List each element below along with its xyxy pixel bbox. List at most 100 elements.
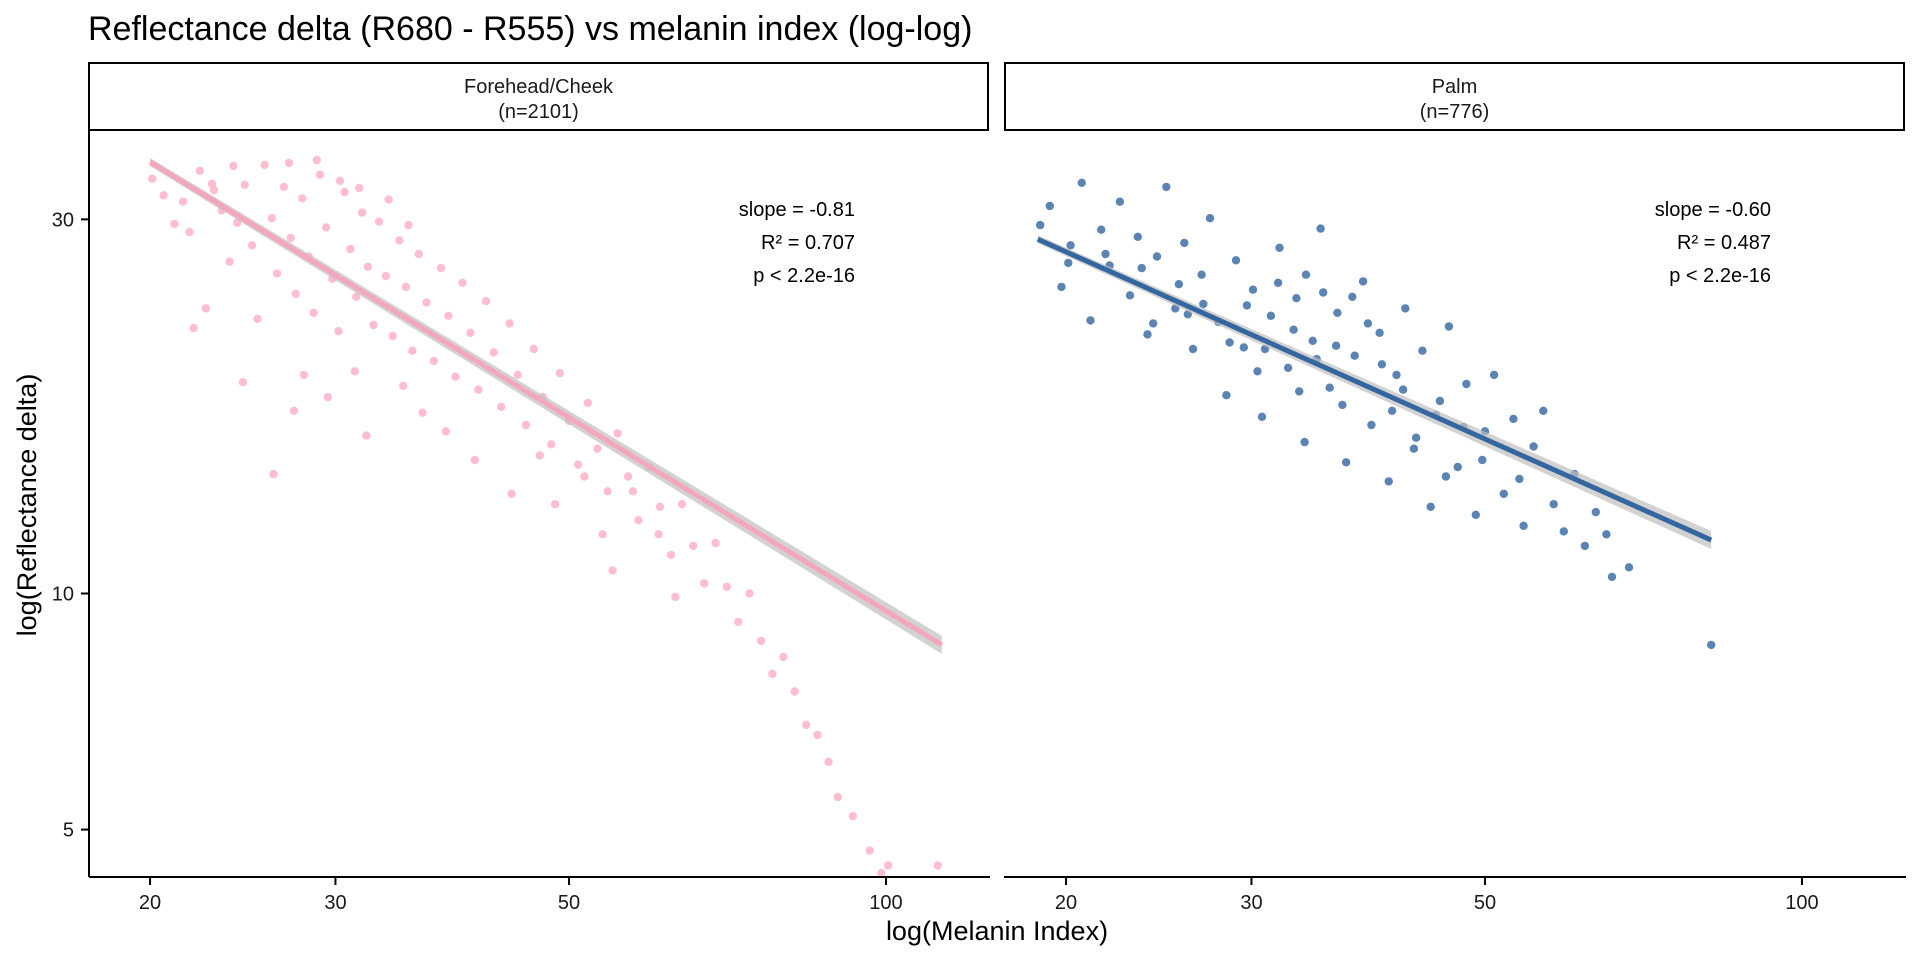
data-point	[422, 298, 431, 307]
x-tick-label: 100	[869, 892, 902, 914]
data-point	[1367, 420, 1376, 430]
data-point	[1266, 311, 1276, 320]
data-point	[1057, 282, 1066, 292]
data-point	[369, 320, 378, 330]
data-point	[1607, 572, 1617, 582]
data-point	[593, 444, 602, 453]
data-point	[1197, 270, 1206, 279]
y-axis-title: log(Reflectance delta)	[12, 374, 42, 637]
data-point	[1295, 387, 1304, 396]
data-point	[312, 155, 321, 165]
x-tick-label: 50	[558, 892, 580, 914]
data-point	[634, 516, 643, 525]
data-point	[865, 846, 874, 855]
data-point	[159, 191, 168, 200]
data-point	[550, 500, 560, 509]
data-point	[1275, 243, 1284, 252]
data-point	[1409, 444, 1419, 453]
stat-r2: R² = 0.707	[761, 232, 855, 254]
data-point	[1133, 232, 1143, 241]
data-point	[1515, 474, 1524, 484]
data-point	[756, 636, 766, 646]
data-point	[1316, 224, 1325, 233]
data-point	[357, 208, 367, 217]
data-point	[279, 182, 289, 192]
data-point	[848, 812, 857, 821]
data-point	[395, 236, 404, 245]
data-point	[628, 487, 638, 496]
data-point	[1377, 360, 1387, 369]
data-point	[1137, 263, 1146, 273]
data-point	[436, 263, 446, 273]
data-point	[1308, 336, 1317, 345]
data-point	[1188, 344, 1198, 354]
data-point	[1333, 308, 1342, 317]
data-point	[1348, 292, 1357, 301]
data-point	[229, 161, 238, 171]
data-point	[1444, 322, 1454, 331]
data-point	[225, 257, 234, 266]
data-point	[1418, 346, 1427, 355]
data-point	[547, 440, 556, 449]
data-point	[1222, 391, 1231, 400]
data-point	[201, 304, 211, 313]
data-point	[247, 241, 257, 250]
data-point	[711, 538, 720, 548]
data-point	[555, 368, 564, 378]
data-point	[1435, 396, 1445, 406]
data-point	[1591, 507, 1601, 517]
data-point	[598, 530, 607, 539]
data-point	[1358, 277, 1368, 286]
data-point	[521, 420, 531, 430]
data-point	[1292, 294, 1301, 303]
data-point	[877, 868, 886, 878]
data-point	[1036, 220, 1045, 230]
stat-slope: slope = -0.81	[739, 199, 855, 221]
data-point	[474, 385, 483, 394]
data-point	[1301, 270, 1311, 279]
data-point	[1248, 285, 1258, 294]
data-point	[267, 214, 276, 223]
data-point	[1375, 328, 1384, 337]
data-point	[1115, 197, 1125, 206]
data-point	[1363, 319, 1373, 328]
data-point	[1509, 414, 1518, 424]
stat-p: p < 2.2e-16	[1669, 265, 1771, 287]
strip-n-label: (n=776)	[1420, 101, 1490, 123]
stat-r2: R² = 0.487	[1677, 232, 1771, 254]
axes: 5 10 30 20 30 50 100 20 30 50 100	[52, 130, 1906, 914]
data-point	[444, 311, 453, 320]
data-point	[441, 427, 451, 436]
data-point	[824, 757, 833, 766]
data-point	[350, 367, 360, 376]
data-point	[884, 861, 893, 870]
data-point	[1289, 325, 1298, 334]
panel-forehead-cheek: Forehead/Cheek (n=2101) slope = -0.81 R²…	[88, 62, 989, 878]
data-point	[466, 328, 475, 337]
data-point	[374, 217, 384, 226]
data-point	[309, 308, 318, 317]
data-point	[1624, 563, 1634, 572]
data-point	[178, 197, 188, 206]
x-ticks: 20 30 50 100 20 30 50 100	[139, 877, 1819, 914]
data-point	[1086, 316, 1095, 325]
data-point	[451, 372, 460, 381]
data-point	[1453, 462, 1462, 472]
strip-background	[1004, 62, 1905, 131]
data-point	[340, 187, 349, 197]
data-point	[289, 406, 299, 415]
data-point	[408, 346, 417, 355]
data-point	[481, 296, 491, 306]
data-point	[1580, 541, 1590, 551]
data-point	[1239, 343, 1249, 352]
data-point	[654, 530, 663, 539]
data-point	[496, 402, 506, 411]
data-point	[1174, 280, 1184, 289]
data-point	[1066, 241, 1075, 250]
data-point	[1331, 341, 1341, 350]
data-point	[299, 370, 309, 380]
data-point	[1125, 291, 1135, 300]
data-point	[240, 180, 249, 189]
data-point	[1549, 500, 1558, 509]
